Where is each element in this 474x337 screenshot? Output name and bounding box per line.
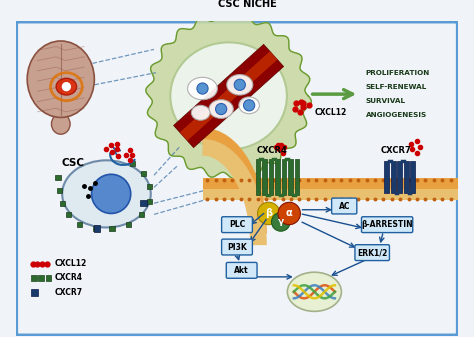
Text: β: β — [265, 209, 272, 218]
Text: ERK1/2: ERK1/2 — [357, 248, 387, 257]
Ellipse shape — [209, 100, 233, 118]
Bar — [55, 175, 61, 180]
Text: γ: γ — [278, 217, 284, 226]
Bar — [130, 160, 135, 166]
Bar — [38, 275, 44, 281]
FancyArrowPatch shape — [302, 214, 361, 228]
Bar — [202, 178, 458, 189]
Circle shape — [91, 174, 131, 213]
Text: Akt: Akt — [234, 266, 249, 275]
Circle shape — [62, 82, 71, 91]
Ellipse shape — [62, 160, 151, 227]
Text: CXCL12: CXCL12 — [315, 108, 347, 117]
FancyArrowPatch shape — [302, 208, 330, 212]
Ellipse shape — [170, 42, 287, 150]
Bar — [397, 161, 402, 193]
Bar — [295, 159, 300, 195]
FancyBboxPatch shape — [226, 263, 257, 278]
FancyBboxPatch shape — [222, 239, 252, 255]
Bar — [57, 188, 63, 193]
Circle shape — [278, 202, 301, 225]
FancyArrowPatch shape — [249, 275, 292, 279]
Text: AC: AC — [338, 202, 350, 211]
Circle shape — [234, 79, 246, 90]
Ellipse shape — [239, 97, 259, 114]
Bar — [202, 189, 458, 201]
Bar — [269, 159, 273, 195]
Text: CXCR7: CXCR7 — [381, 146, 412, 155]
Bar — [384, 161, 389, 193]
FancyBboxPatch shape — [222, 217, 252, 233]
Bar — [147, 184, 152, 189]
Bar — [139, 212, 145, 217]
Bar — [77, 222, 82, 227]
Polygon shape — [146, 13, 311, 179]
Bar — [275, 159, 280, 195]
Bar — [391, 161, 395, 193]
Bar — [282, 159, 286, 195]
FancyBboxPatch shape — [16, 21, 458, 336]
Bar — [140, 200, 147, 207]
FancyArrowPatch shape — [380, 234, 384, 242]
FancyArrowPatch shape — [236, 255, 240, 259]
Circle shape — [216, 103, 227, 115]
Text: CSC: CSC — [62, 158, 85, 168]
Bar — [31, 289, 38, 297]
Text: ANGIOGENESIS: ANGIOGENESIS — [365, 112, 427, 118]
FancyArrowPatch shape — [252, 213, 264, 224]
Polygon shape — [180, 51, 277, 141]
Circle shape — [272, 213, 290, 231]
Bar — [404, 161, 409, 193]
Text: CXCR7: CXCR7 — [54, 288, 82, 297]
Ellipse shape — [27, 41, 94, 117]
Bar — [60, 201, 65, 206]
Text: CXCR4: CXCR4 — [54, 273, 82, 282]
Circle shape — [257, 202, 280, 225]
Text: CXCR4: CXCR4 — [257, 146, 288, 155]
Text: α: α — [286, 209, 292, 218]
FancyBboxPatch shape — [355, 245, 390, 261]
Ellipse shape — [52, 114, 70, 134]
FancyArrowPatch shape — [251, 219, 266, 242]
Bar — [141, 171, 146, 176]
Text: β-ARRESTIN: β-ARRESTIN — [361, 220, 413, 229]
Bar — [126, 222, 131, 227]
Text: SELF-RENEWAL: SELF-RENEWAL — [365, 84, 427, 90]
Bar — [262, 159, 267, 195]
Ellipse shape — [287, 272, 341, 311]
Bar — [255, 159, 260, 195]
Bar — [46, 275, 52, 281]
Ellipse shape — [56, 78, 77, 95]
FancyArrowPatch shape — [332, 260, 365, 275]
Bar — [109, 226, 115, 231]
Text: PI3K: PI3K — [227, 243, 247, 251]
Bar — [66, 212, 71, 217]
Text: PLC: PLC — [229, 220, 245, 229]
FancyBboxPatch shape — [332, 198, 357, 214]
Text: CSC NICHE: CSC NICHE — [218, 0, 277, 9]
Ellipse shape — [191, 105, 210, 120]
Bar — [288, 159, 293, 195]
Bar — [147, 199, 152, 204]
Bar — [410, 161, 415, 193]
Circle shape — [197, 83, 208, 94]
Bar — [31, 275, 36, 281]
FancyArrowPatch shape — [302, 222, 354, 247]
FancyBboxPatch shape — [362, 217, 413, 233]
Ellipse shape — [227, 74, 253, 95]
Text: SURVIVAL: SURVIVAL — [365, 98, 406, 104]
Ellipse shape — [188, 78, 218, 100]
Bar — [93, 226, 98, 231]
Bar — [94, 225, 100, 232]
Text: CXCL12: CXCL12 — [54, 259, 86, 268]
Circle shape — [244, 100, 255, 111]
Polygon shape — [173, 44, 283, 148]
Text: PROLIFERATION: PROLIFERATION — [365, 70, 430, 76]
